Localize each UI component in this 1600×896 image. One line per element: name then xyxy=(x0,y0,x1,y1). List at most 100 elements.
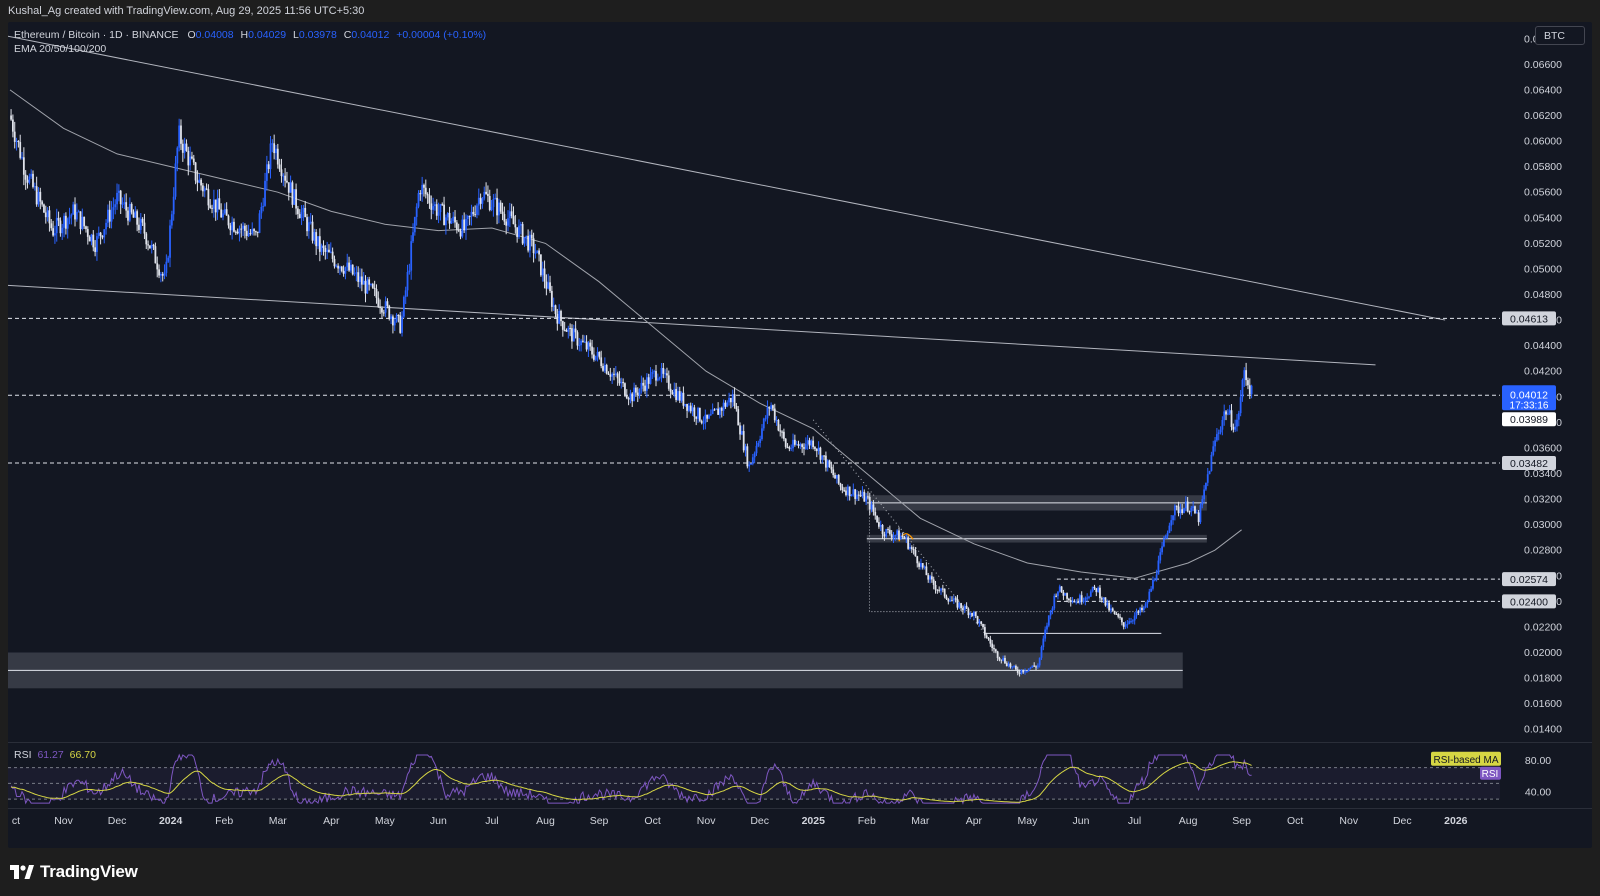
candle-body xyxy=(123,202,126,204)
candle-body xyxy=(806,440,809,444)
candle-body xyxy=(507,218,509,226)
candle-body xyxy=(549,282,551,291)
candle-body xyxy=(1044,629,1047,639)
candle-body xyxy=(640,382,643,390)
candle-body xyxy=(618,378,621,384)
candle-body xyxy=(1088,596,1090,598)
chart-canvas[interactable]: 0.068000.066000.064000.062000.060000.058… xyxy=(8,22,1592,848)
candle-body xyxy=(1077,601,1079,603)
rsi-tag xyxy=(1480,766,1501,780)
candle-body xyxy=(373,287,376,290)
ema-legend[interactable]: EMA 20/50/100/200 xyxy=(14,43,107,55)
candle-body xyxy=(558,311,561,324)
open-label: O xyxy=(187,29,196,41)
candle-body xyxy=(132,212,135,218)
candle-body xyxy=(671,392,674,395)
candle-body xyxy=(1155,574,1158,580)
candle-body xyxy=(733,394,736,406)
candle-body xyxy=(598,351,601,358)
candle-body xyxy=(625,395,628,399)
candle-body xyxy=(395,314,398,322)
candle-body xyxy=(424,187,427,195)
candle-body xyxy=(730,397,732,403)
candle-body xyxy=(212,199,215,209)
candle-body xyxy=(415,206,418,217)
price-tick-label: 0.06600 xyxy=(1524,59,1562,71)
candle-body xyxy=(1060,586,1063,593)
candle-body xyxy=(379,306,382,309)
tradingview-logo[interactable]: TradingView xyxy=(10,862,138,882)
candle-body xyxy=(110,210,113,222)
candle-body xyxy=(48,210,51,224)
candle-body xyxy=(1141,607,1143,611)
candle-body xyxy=(189,156,192,166)
candle-body xyxy=(883,534,886,537)
candle-body xyxy=(788,447,791,449)
candle-body xyxy=(890,534,893,538)
candle-body xyxy=(139,218,142,230)
candle-body xyxy=(328,249,330,253)
currency-button[interactable]: BTC xyxy=(1535,26,1585,45)
low-value: 0.03978 xyxy=(298,29,337,41)
candle-body xyxy=(538,250,540,255)
candle-body xyxy=(825,455,827,468)
candle-body xyxy=(1161,546,1163,553)
candle-body xyxy=(485,191,487,194)
candle-body xyxy=(1130,621,1132,623)
candle-body xyxy=(1175,505,1178,507)
candle-body xyxy=(1208,470,1211,475)
candle-body xyxy=(1051,608,1054,611)
candle-body xyxy=(887,529,889,531)
candle-body xyxy=(993,648,995,650)
symbol-legend[interactable]: Ethereum / Bitcoin · 1D · BINANCE O0.040… xyxy=(14,29,490,41)
candle-body xyxy=(691,407,694,412)
candle-body xyxy=(843,490,846,492)
candle-body xyxy=(540,254,542,276)
candle-body xyxy=(1163,538,1165,547)
candle-body xyxy=(748,464,751,467)
candle-body xyxy=(68,216,71,219)
candle-body xyxy=(191,156,193,159)
candle-body xyxy=(307,222,310,232)
symbol-name[interactable]: Ethereum / Bitcoin · 1D · BINANCE xyxy=(14,29,179,41)
candle-body xyxy=(116,192,118,205)
candle-body xyxy=(497,202,500,216)
candle-body xyxy=(79,211,82,229)
time-tick-label: May xyxy=(375,815,396,827)
candle-body xyxy=(1047,615,1050,626)
candle-body xyxy=(127,210,129,221)
candle-body xyxy=(596,351,599,356)
candle-body xyxy=(1197,512,1200,523)
time-tick-label: Sep xyxy=(590,815,609,827)
candle-body xyxy=(861,491,864,497)
candle-body xyxy=(273,143,276,154)
candle-body xyxy=(258,213,261,233)
candle-body xyxy=(962,608,964,611)
candle-body xyxy=(960,603,963,609)
candle-body xyxy=(675,389,677,400)
candle-body xyxy=(633,387,635,402)
candle-body xyxy=(1183,508,1185,514)
chart-frame[interactable]: 0.068000.066000.064000.062000.060000.058… xyxy=(8,22,1592,848)
candle-body xyxy=(571,328,573,342)
candle-body xyxy=(1152,579,1154,589)
candle-body xyxy=(1075,601,1078,603)
rsi-legend[interactable]: RSI 61.27 66.70 xyxy=(14,749,96,761)
candle-body xyxy=(300,212,303,219)
candle-body xyxy=(227,215,230,226)
candle-body xyxy=(311,221,314,241)
candle-body xyxy=(121,203,124,205)
candle-body xyxy=(803,447,805,449)
candle-body xyxy=(1062,592,1065,596)
candle-body xyxy=(11,119,14,132)
candle-body xyxy=(85,226,87,230)
time-tick-label: Sep xyxy=(1232,815,1251,827)
candle-body xyxy=(903,536,906,539)
candle-body xyxy=(77,211,80,213)
candle-body xyxy=(529,234,531,251)
candle-body xyxy=(1128,621,1131,625)
candle-body xyxy=(980,621,983,624)
candle-body xyxy=(945,596,948,600)
candle-body xyxy=(925,566,928,576)
candle-body xyxy=(1053,595,1056,609)
